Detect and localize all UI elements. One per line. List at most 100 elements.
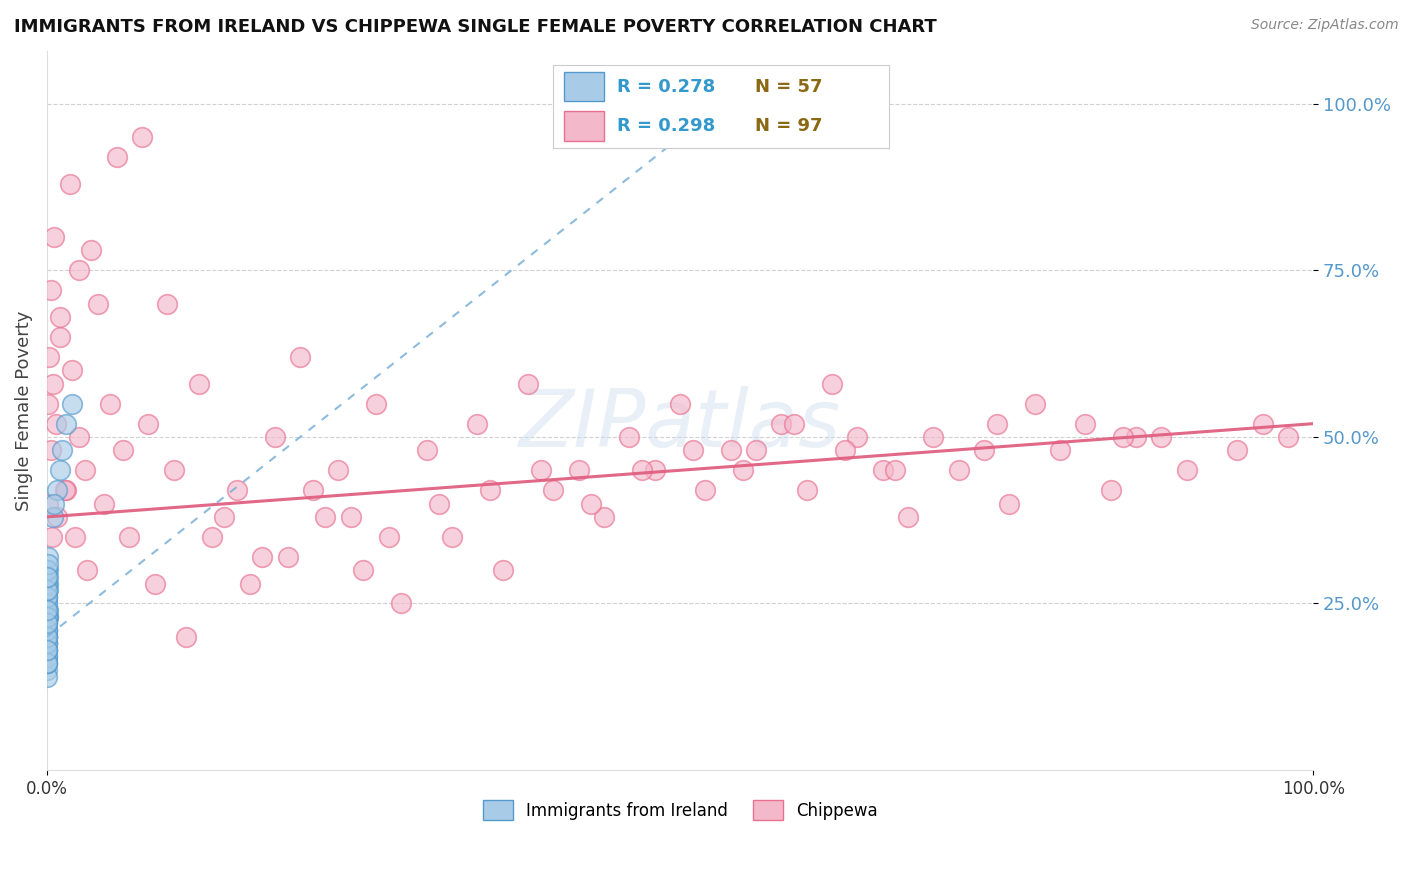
Point <box>301 483 323 498</box>
Point <box>378 530 401 544</box>
Point <box>35 657 58 671</box>
Point <box>821 376 844 391</box>
Point <box>111 443 134 458</box>
Point <box>35 616 58 631</box>
Point <box>93 497 115 511</box>
Point <box>174 630 197 644</box>
Point <box>48 330 70 344</box>
Point <box>67 263 90 277</box>
Point <box>986 417 1008 431</box>
Point <box>37 616 59 631</box>
Point <box>212 509 235 524</box>
Point <box>35 630 58 644</box>
Point <box>416 443 439 458</box>
Point <box>530 463 553 477</box>
Point <box>1112 430 1135 444</box>
Point <box>59 177 82 191</box>
Point <box>276 549 298 564</box>
Point <box>315 509 337 524</box>
Point <box>669 397 692 411</box>
Point <box>238 576 260 591</box>
Point <box>37 563 59 577</box>
Point <box>48 310 70 324</box>
Point <box>187 376 209 391</box>
Point <box>770 417 793 431</box>
Point <box>143 576 166 591</box>
Point <box>353 563 375 577</box>
Point <box>37 616 59 631</box>
Point <box>35 636 58 650</box>
Point <box>80 244 103 258</box>
Point <box>568 463 591 477</box>
Point <box>37 649 59 664</box>
Point <box>682 443 704 458</box>
Point <box>44 497 66 511</box>
Point <box>37 603 59 617</box>
Point <box>37 609 59 624</box>
Point <box>35 643 58 657</box>
Text: Source: ZipAtlas.com: Source: ZipAtlas.com <box>1251 18 1399 32</box>
Point <box>60 397 83 411</box>
Point <box>37 609 59 624</box>
Point <box>897 509 920 524</box>
Point <box>998 497 1021 511</box>
Point <box>846 430 869 444</box>
Point <box>37 630 59 644</box>
Point <box>250 549 273 564</box>
Point <box>1099 483 1122 498</box>
Point <box>225 483 247 498</box>
Point <box>492 563 515 577</box>
Point <box>37 590 59 604</box>
Point <box>37 636 59 650</box>
Point <box>834 443 856 458</box>
Point <box>45 417 67 431</box>
Point <box>60 363 83 377</box>
Point <box>162 463 184 477</box>
Point <box>328 463 350 477</box>
Point <box>263 430 285 444</box>
Point <box>37 609 59 624</box>
Point <box>39 284 62 298</box>
Point <box>644 463 666 477</box>
Point <box>948 463 970 477</box>
Point <box>619 430 641 444</box>
Point <box>37 649 59 664</box>
Point <box>35 623 58 637</box>
Point <box>35 657 58 671</box>
Point <box>37 643 59 657</box>
Point <box>37 603 59 617</box>
Point <box>288 350 311 364</box>
Point <box>733 463 755 477</box>
Point <box>1150 430 1173 444</box>
Point <box>366 397 388 411</box>
Point <box>1024 397 1046 411</box>
Point <box>118 530 141 544</box>
Point <box>37 583 59 598</box>
Point <box>37 563 59 577</box>
Point <box>63 530 86 544</box>
Point <box>37 623 59 637</box>
Text: ZIPatlas: ZIPatlas <box>519 385 841 464</box>
Point <box>543 483 565 498</box>
Point <box>796 483 818 498</box>
Point <box>37 590 59 604</box>
Point <box>35 643 58 657</box>
Point <box>55 417 77 431</box>
Point <box>1226 443 1249 458</box>
Point <box>37 590 59 604</box>
Point <box>44 230 66 244</box>
Point <box>37 576 59 591</box>
Point <box>37 609 59 624</box>
Point <box>37 576 59 591</box>
Point <box>37 643 59 657</box>
Point <box>136 417 159 431</box>
Point <box>1175 463 1198 477</box>
Point <box>695 483 717 498</box>
Point <box>86 297 108 311</box>
Point <box>37 636 59 650</box>
Point <box>973 443 995 458</box>
Point <box>51 443 73 458</box>
Point <box>1049 443 1071 458</box>
Point <box>884 463 907 477</box>
Point <box>37 603 59 617</box>
